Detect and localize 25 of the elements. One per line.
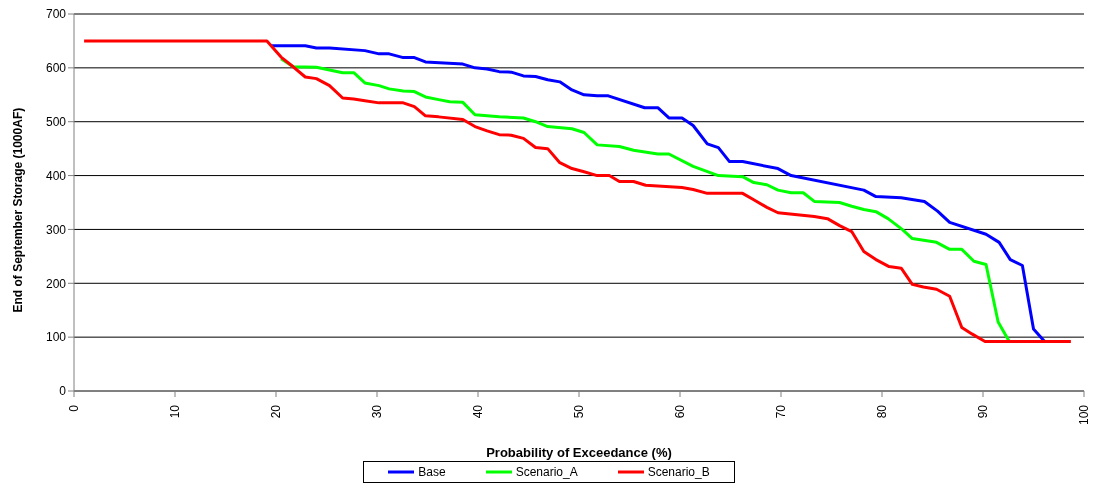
y-tick-label: 100: [45, 330, 67, 345]
y-tick-label: 600: [45, 61, 67, 76]
x-tick-label: 70: [774, 404, 788, 419]
y-tick-label: 400: [45, 168, 67, 183]
legend-label: Scenario_B: [646, 465, 710, 479]
x-tick-label: 20: [269, 404, 283, 419]
y-tick-label: 200: [45, 276, 67, 291]
y-axis-title: End of September Storage (1000AF): [11, 107, 26, 313]
x-tick-label: 10: [168, 404, 182, 419]
y-tick-label: 500: [45, 114, 67, 129]
x-tick-label: 80: [875, 404, 889, 419]
line-series: [82, 39, 1073, 343]
y-tick-label: 300: [45, 222, 67, 237]
x-tick-label: 100: [1077, 404, 1091, 426]
y-tick-label: 0: [59, 384, 67, 399]
x-tick-label: 0: [67, 404, 81, 412]
legend-label: Base: [417, 465, 446, 479]
y-tick-label: 700: [45, 7, 67, 22]
x-tick-label: 90: [976, 404, 990, 419]
x-tick-label: 40: [471, 404, 485, 419]
x-tick-label: 30: [370, 404, 384, 419]
legend-label: Scenario_A: [514, 465, 578, 479]
x-axis-title: Probability of Exceedance (%): [486, 445, 672, 460]
x-tick-label: 60: [673, 404, 687, 419]
x-tick-label: 50: [572, 404, 586, 419]
